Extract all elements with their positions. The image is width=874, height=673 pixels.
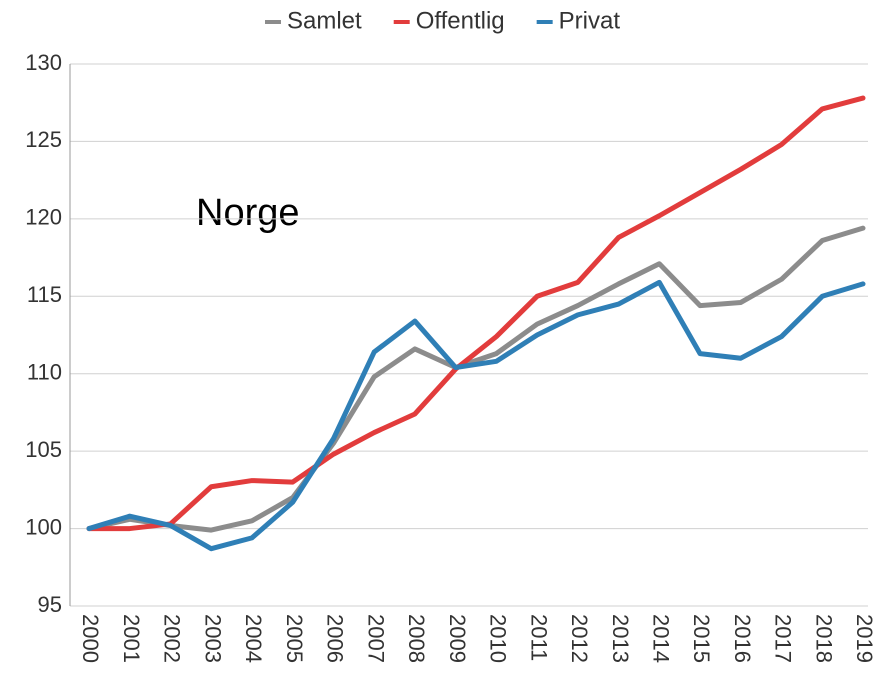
x-tick-label: 2002 <box>160 614 185 663</box>
x-tick-label: 2009 <box>445 614 470 663</box>
x-tick-label: 2019 <box>852 614 874 663</box>
y-tick-label: 105 <box>25 437 62 462</box>
line-series <box>86 225 866 533</box>
y-tick-label: 110 <box>27 360 62 385</box>
x-tick-label: 2004 <box>241 614 266 663</box>
y-tick-label: 120 <box>25 205 62 230</box>
y-tick-label: 130 <box>25 50 62 75</box>
x-tick-label: 2005 <box>282 614 307 663</box>
x-tick-label: 2006 <box>323 614 348 663</box>
x-tick-label: 2011 <box>526 614 551 661</box>
x-tick-label: 2012 <box>567 614 592 663</box>
legend-label: Privat <box>559 7 621 34</box>
y-tick-label: 95 <box>38 592 62 617</box>
line-series <box>86 279 866 552</box>
annotation: Norge <box>196 192 300 234</box>
x-tick-label: 2017 <box>771 614 796 663</box>
x-tick-label: 2001 <box>119 614 144 663</box>
line-series <box>86 95 866 532</box>
x-tick-label: 2003 <box>200 614 225 663</box>
x-tick-label: 2010 <box>486 614 511 663</box>
y-tick-label: 100 <box>25 514 62 539</box>
x-tick-label: 2007 <box>363 614 388 663</box>
legend: Samlet Offentlig Privat <box>265 7 620 34</box>
x-tick-label: 2008 <box>404 614 429 663</box>
x-tick-label: 2013 <box>608 614 633 663</box>
x-tick-label: 2014 <box>649 614 674 663</box>
legend-label: Samlet <box>287 7 362 34</box>
y-tick-label: 115 <box>27 282 62 307</box>
legend-label: Offentlig <box>416 7 505 34</box>
y-tick-label: 125 <box>25 127 62 152</box>
x-tick-label: 2000 <box>78 614 103 663</box>
x-tick-label: 2015 <box>689 614 714 663</box>
x-tick-label: 2018 <box>811 614 836 663</box>
x-tick-label: 2016 <box>730 614 755 663</box>
